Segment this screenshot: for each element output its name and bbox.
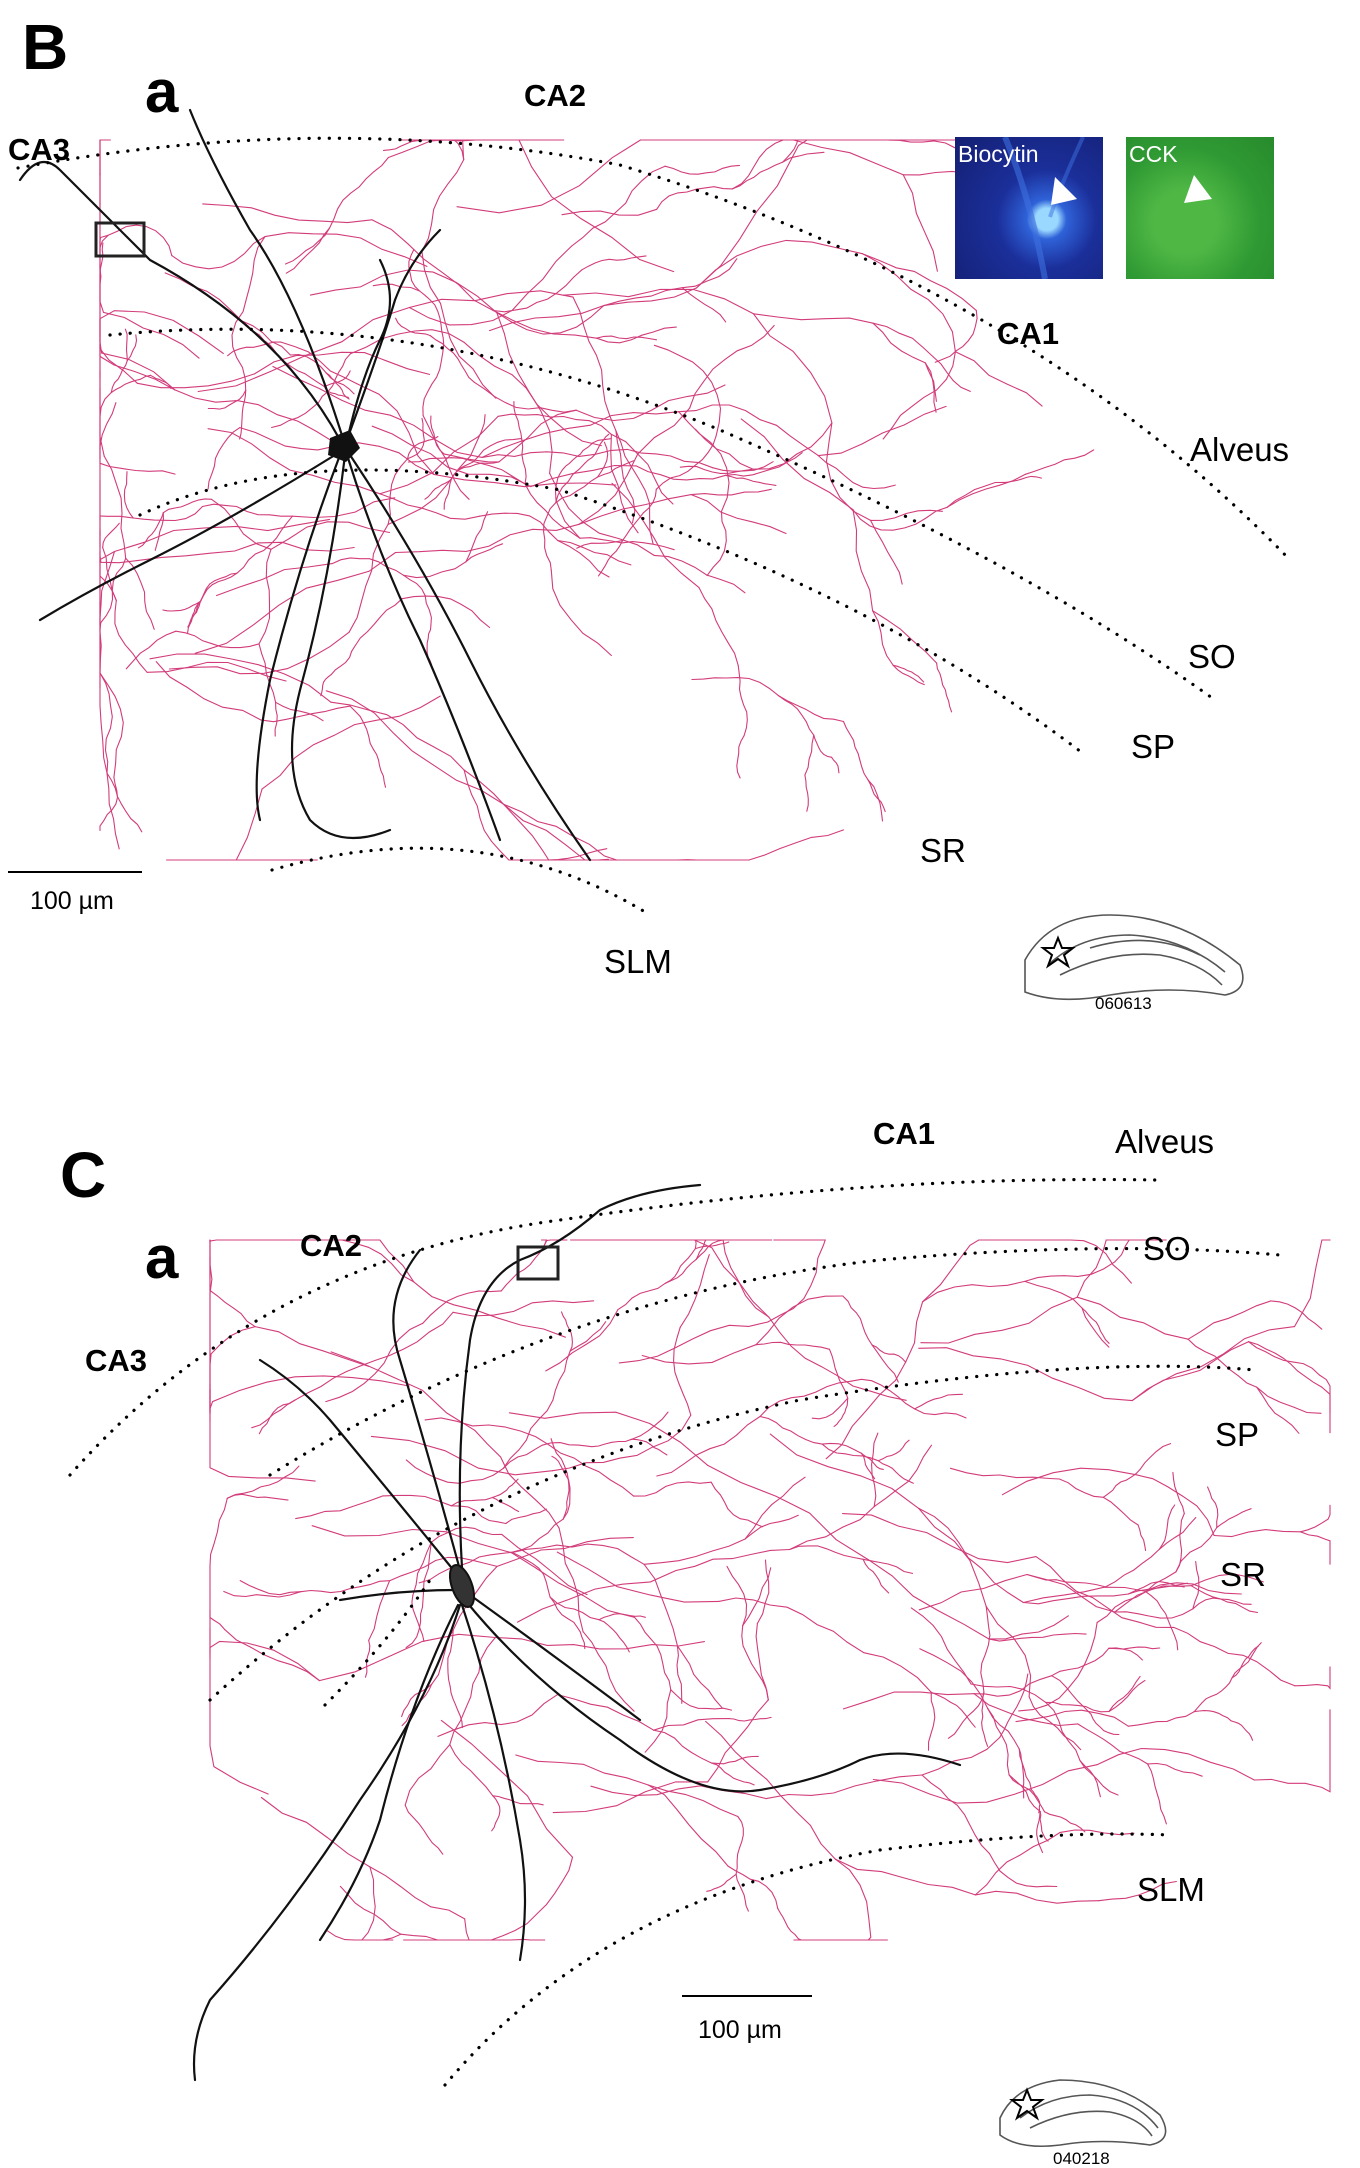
panel-c-layer-sp: SP [1215,1416,1260,1453]
b-slm-boundary [270,846,652,917]
panel-c-hippocampus-schematic [999,2079,1167,2148]
panel-c-region-ca2: CA2 [300,1228,363,1263]
star-icon [1009,2087,1045,2121]
panel-b-layer-sr: SR [920,832,966,869]
panel-b-region-ca2: CA2 [524,78,587,113]
panel-b-layer-sp: SP [1131,728,1176,765]
panel-c-soma [448,1564,476,1608]
panel-c-box [516,1245,560,1281]
panel-c-region-ca3: CA3 [85,1343,148,1378]
panel-c-axon-arbor [209,1239,1331,1941]
panel-b-hippocampus-schematic [1024,914,1244,1001]
panel-c-sub-label: a [145,1224,179,1291]
panel-b-dendrites [18,108,592,862]
panel-c-region-ca1: CA1 [873,1116,936,1151]
c-sp-sr-boundary [208,1364,1257,1702]
panel-b-sub-label: a [145,58,179,125]
panel-c-layer-alveus: Alveus [1115,1123,1215,1160]
panel-b-layer-so: SO [1188,638,1236,675]
arrowhead-icon [1051,177,1077,205]
cck-inset: CCK [1126,137,1274,279]
panel-c-layer-slm: SLM [1137,1871,1205,1908]
arrowhead-icon [1184,175,1212,203]
cck-caption: CCK [1129,141,1178,167]
panel-b-scale-label: 100 µm [30,887,114,915]
c-slm-boundary [443,1832,1172,2087]
panel-b-layer-alveus: Alveus [1190,431,1290,468]
panel-b-box [94,221,146,258]
panel-c-dendrites [192,1183,962,2082]
panel-c-letter: C [60,1139,107,1211]
panel-c-scale-label: 100 µm [698,2016,782,2044]
panel-c-layer-sr: SR [1220,1556,1266,1593]
panel-b-axon-arbor [99,139,1095,861]
panel-b-region-ca3: CA3 [8,132,71,167]
b-alveus-boundary [16,136,1292,562]
panel-b-region-ca1: CA1 [997,316,1060,351]
b-sp-sr-boundary [138,468,1087,757]
panel-b-layer-slm: SLM [604,943,672,980]
c-so-sp-boundary [268,1246,1282,1477]
panel-c-slice-id: 040218 [1053,2149,1110,2168]
panel-b-soma [328,430,360,462]
panel-b-letter: B [22,11,69,83]
b-so-sp-boundary [108,327,1217,702]
biocytin-caption: Biocytin [958,141,1039,167]
panel-c-layer-so: SO [1143,1230,1191,1267]
c-sr-slm-boundary [323,1578,432,1707]
star-icon [1040,935,1076,969]
c-alveus-boundary [68,1177,1157,1477]
biocytin-inset: Biocytin [955,137,1103,279]
panel-b-slice-id: 060613 [1095,994,1152,1013]
